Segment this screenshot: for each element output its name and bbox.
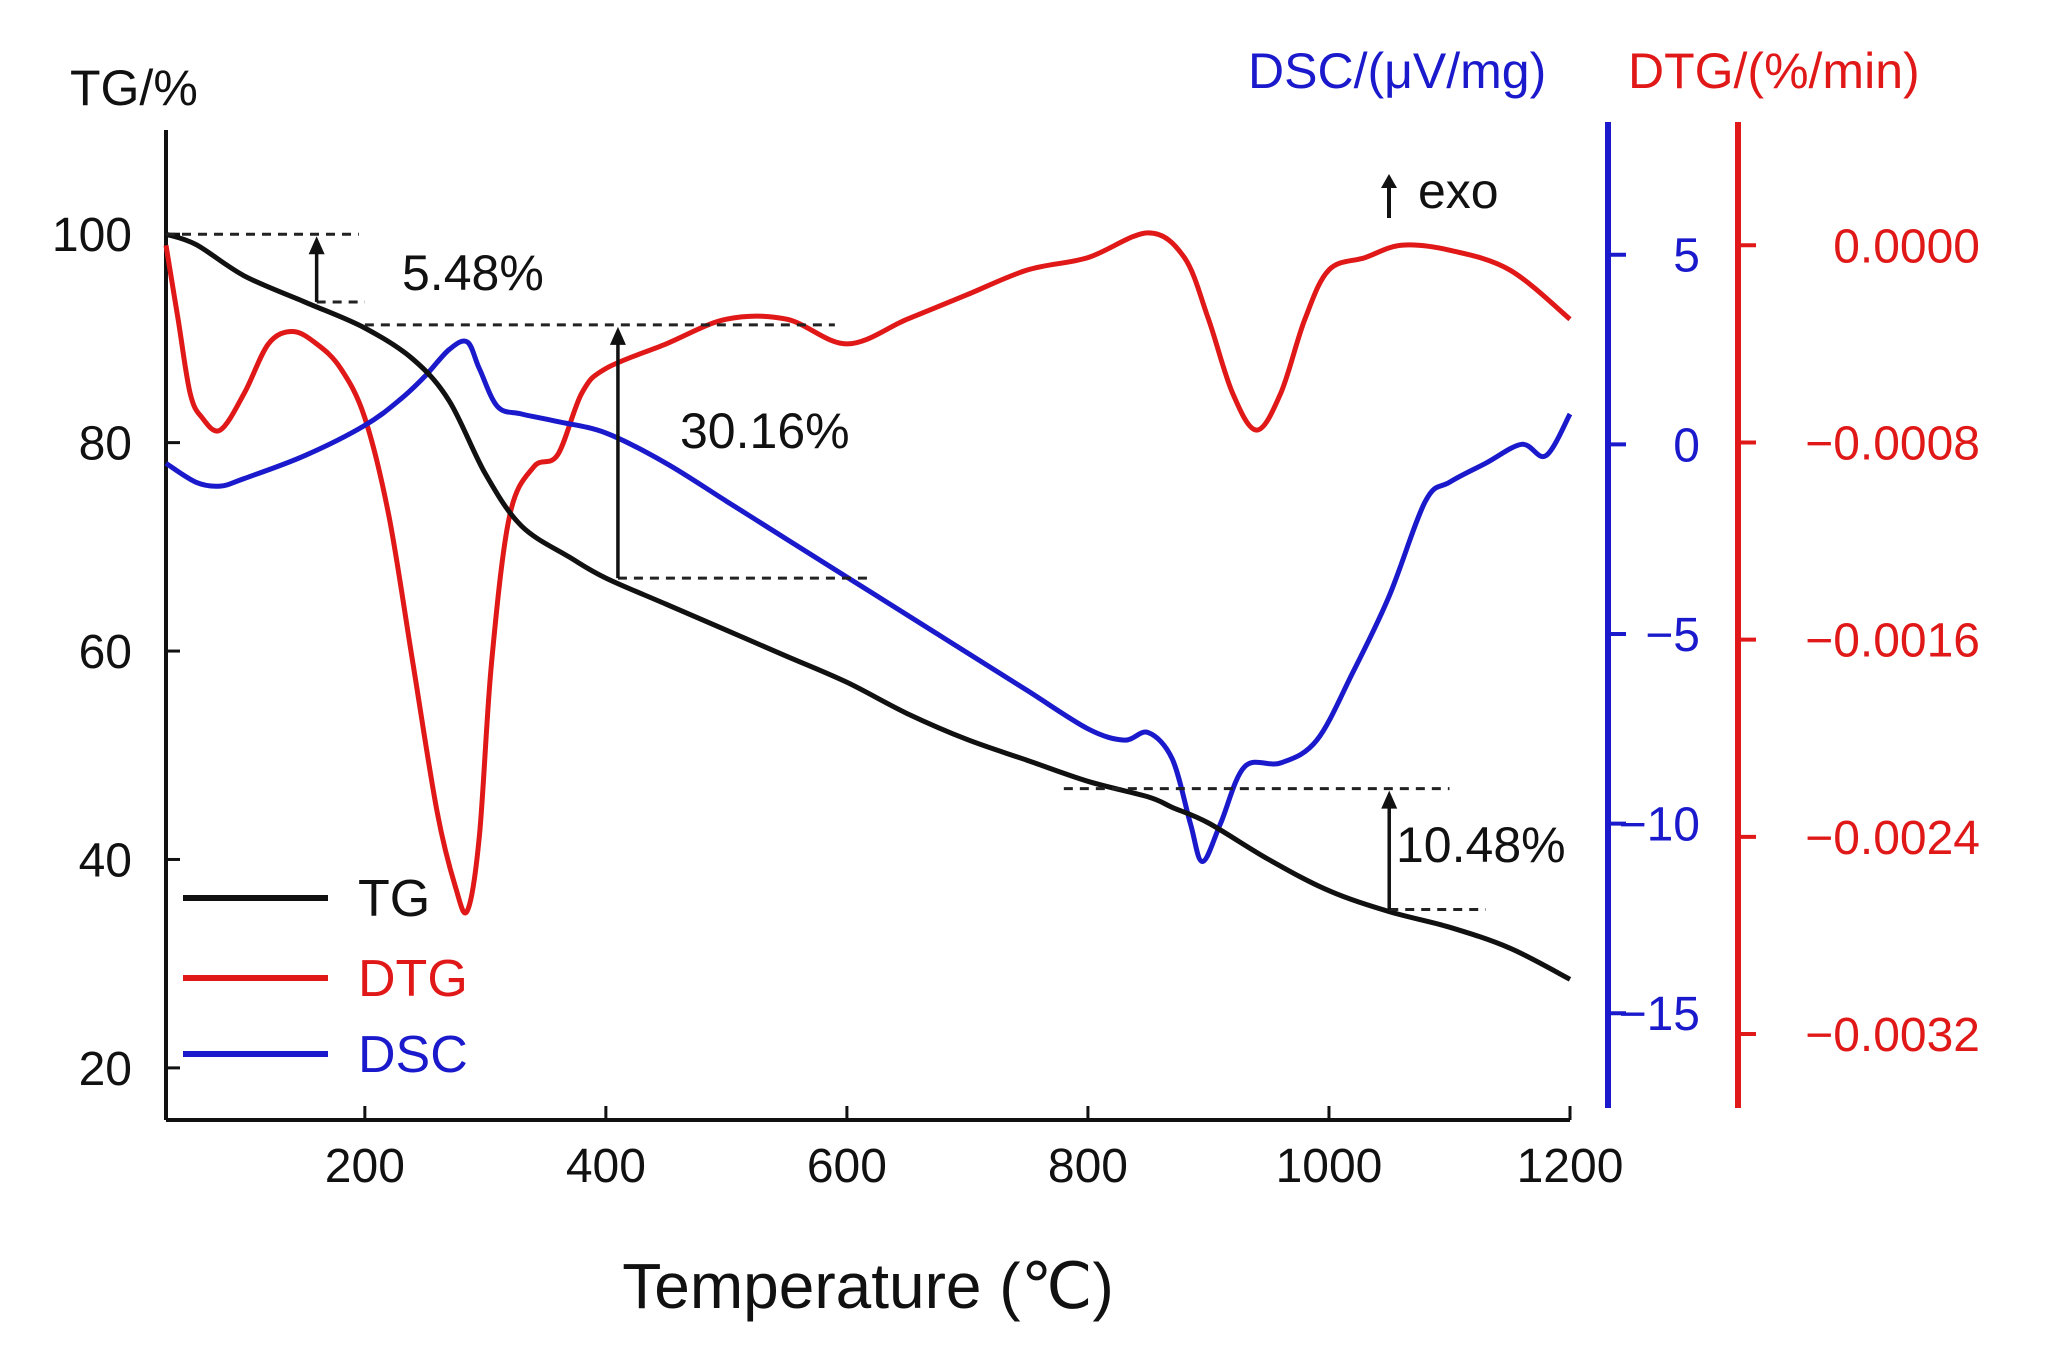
- x-tick-label: 1200: [1517, 1140, 1624, 1193]
- series-line-dtg: [163, 230, 1572, 916]
- dsc-axis-ticks: 5 0 −5 −10 −15: [1608, 230, 1700, 1041]
- x-tick-label: 1000: [1276, 1140, 1383, 1193]
- series-line-tg: [165, 231, 1572, 982]
- dtg-axis-title: DTG/(%/min): [1628, 43, 1920, 99]
- annotation-arrowhead-icon: [609, 326, 626, 345]
- tg-tick-label: 60: [79, 626, 132, 679]
- dtg-tick-label: −0.0032: [1805, 1009, 1980, 1062]
- dsc-tick-label: −15: [1619, 988, 1700, 1041]
- tg-axis-title: TG/%: [70, 60, 198, 116]
- dsc-tick-label: 0: [1673, 419, 1700, 472]
- dtg-tick-label: −0.0024: [1805, 812, 1980, 865]
- x-axis-ticks: 200 400 600 800 1000 1200: [325, 1106, 1624, 1193]
- legend-entry-dsc: DSC: [183, 1026, 468, 1084]
- tg-tick-label: 40: [79, 834, 132, 887]
- annotation-layer: 5.48% 30.16% 10.48% exo: [166, 163, 1566, 911]
- dsc-axis-title: DSC/(μV/mg): [1248, 43, 1546, 99]
- annotation-arrowhead-icon: [1381, 790, 1398, 809]
- x-tick-label: 200: [325, 1140, 405, 1193]
- dtg-tick-label: −0.0008: [1805, 417, 1980, 470]
- legend: TG DTG DSC: [183, 870, 468, 1084]
- tg-tick-label: 100: [52, 209, 132, 262]
- annotation-label-10-48: 10.48%: [1396, 817, 1566, 873]
- series-layer: [163, 230, 1573, 982]
- legend-entry-tg: TG: [183, 870, 430, 928]
- dsc-tick-label: −5: [1645, 609, 1700, 662]
- dtg-tick-label: −0.0016: [1805, 615, 1980, 668]
- annotation-arrowhead-icon: [308, 236, 325, 255]
- x-tick-label: 600: [807, 1140, 887, 1193]
- dsc-tick-label: 5: [1673, 230, 1700, 283]
- x-axis-title: Temperature (℃): [622, 1250, 1114, 1322]
- tg-tick-label: 20: [79, 1043, 132, 1096]
- legend-label-dtg: DTG: [358, 950, 468, 1008]
- x-tick-label: 400: [566, 1140, 646, 1193]
- tg-tick-label: 80: [79, 418, 132, 471]
- legend-label-tg: TG: [358, 870, 430, 928]
- dtg-tick-label: 0.0000: [1833, 220, 1980, 273]
- annotation-label-5-48: 5.48%: [402, 245, 544, 301]
- dtg-axis-ticks: 0.0000 −0.0008 −0.0016 −0.0024 −0.0032: [1738, 220, 1980, 1062]
- exo-arrowhead-icon: [1381, 174, 1397, 188]
- exo-label: exo: [1418, 163, 1499, 219]
- x-tick-label: 800: [1048, 1140, 1128, 1193]
- series-line-dsc: [164, 338, 1573, 864]
- dsc-tick-label: −10: [1619, 799, 1700, 852]
- annotation-label-30-16: 30.16%: [680, 403, 850, 459]
- legend-label-dsc: DSC: [358, 1026, 468, 1084]
- legend-entry-dtg: DTG: [183, 950, 468, 1008]
- tg-axis-ticks: 20 40 60 80 100: [52, 209, 180, 1096]
- exo-marker: exo: [1381, 163, 1499, 219]
